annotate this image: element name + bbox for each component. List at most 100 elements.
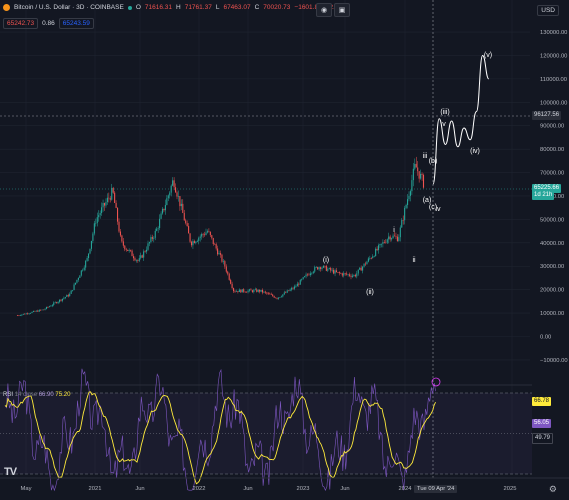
time-axis[interactable]: May 2021 Jun 2022 Jun 2023 Jun 2024 2025 (0, 477, 569, 492)
candle-body (179, 196, 181, 207)
wave-label: (i) (323, 257, 329, 264)
candle-body (388, 236, 390, 240)
candle-body (328, 267, 330, 269)
candle-body (272, 294, 274, 297)
candle-body (314, 267, 316, 272)
sell-price-button[interactable]: 65242.73 (3, 18, 39, 29)
price-tick-label: 100000.00 (540, 100, 567, 106)
candle-body (250, 289, 252, 291)
candle-body (340, 273, 342, 274)
candle-body (305, 274, 307, 277)
candle-body (80, 270, 82, 276)
price-tick-label: 130000.00 (540, 30, 567, 36)
candle-body (117, 207, 119, 222)
candle-body (103, 203, 106, 206)
rsi-ma-value: 75.20 (55, 392, 71, 398)
price-axis[interactable]: 130000.00 120000.00 110000.00 100000.00 9000… (532, 0, 569, 500)
eye-icon[interactable]: ◉ (316, 3, 332, 17)
candle-body (337, 272, 339, 273)
time-tick-label: 2023 (297, 486, 310, 492)
candle-body (327, 268, 329, 271)
candle-body (172, 180, 174, 186)
candle-body (405, 204, 407, 208)
candle-body (292, 288, 294, 289)
candle-body (138, 258, 140, 261)
time-tick-label: 2024 (399, 486, 413, 492)
candle-body (311, 272, 313, 274)
candle-body (372, 256, 374, 259)
candle-body (335, 270, 338, 273)
high-label: H (176, 4, 181, 11)
candle-body (204, 234, 206, 236)
low-label: L (215, 4, 220, 11)
time-tick-label: 2025 (504, 486, 517, 492)
candle-body (25, 313, 27, 315)
wave-label: i (393, 227, 395, 234)
candle-body (153, 237, 155, 239)
candle-body (90, 240, 93, 249)
candle-body (366, 261, 368, 265)
candle-body (98, 215, 100, 218)
candle-body (189, 233, 191, 242)
symbol-title[interactable]: Bitcoin / U.S. Dollar · 3D · COINBASE (14, 4, 124, 11)
candle-body (244, 291, 246, 293)
tradingview-logo[interactable]: TV (4, 466, 17, 478)
candle-body (83, 267, 85, 270)
candle-body (248, 289, 251, 291)
candle-body (114, 192, 116, 203)
buy-price-button[interactable]: 65243.59 (58, 18, 94, 29)
candle-body (51, 305, 53, 306)
candle-body (325, 265, 327, 271)
candle-body (193, 241, 195, 244)
candle-body (398, 237, 400, 242)
candle-body (121, 235, 123, 242)
open-value: 71616.31 (144, 4, 172, 11)
wave-label: ii (412, 257, 416, 264)
close-value: 70020.73 (263, 4, 291, 11)
candle-body (346, 273, 348, 275)
rsi-ma-tag: 66.78 (532, 397, 552, 406)
price-tick-label: 40000.00 (540, 241, 564, 247)
candle-body (143, 251, 145, 258)
candle-body (56, 302, 58, 304)
rsi-params: 14 close (14, 392, 38, 398)
currency-selector[interactable]: USD (537, 5, 559, 16)
candle-body (383, 242, 385, 243)
candle-body (166, 198, 168, 206)
candle-body (32, 311, 35, 312)
candle-body (89, 248, 91, 254)
candle-body (395, 236, 397, 237)
candle-body (304, 276, 306, 278)
candle-body (289, 289, 291, 291)
candle-body (130, 249, 132, 251)
image-icon[interactable]: ▣ (334, 3, 350, 17)
candle-body (40, 309, 42, 311)
candle-body (79, 275, 81, 278)
candle-body (135, 260, 137, 261)
candle-body (420, 173, 422, 179)
candle-body (28, 313, 30, 315)
candle-body (396, 236, 398, 242)
wave-label: (ii) (366, 289, 374, 296)
candle-body (67, 294, 69, 297)
candle-body (146, 249, 148, 252)
candle-body (392, 235, 394, 239)
candle-body (209, 231, 211, 236)
candle-body (112, 187, 114, 193)
chart-toolbar: ◉ ▣ (316, 3, 350, 17)
candle-body (267, 293, 269, 295)
candle-body (109, 198, 111, 200)
price-axis-bg (532, 0, 569, 500)
candle-body (159, 218, 161, 228)
candle-body (16, 315, 19, 317)
candle-body (315, 267, 317, 268)
candle-body (221, 254, 223, 262)
grid (0, 0, 530, 475)
candle-body (115, 202, 117, 208)
price-tick-label: 70000.00 (540, 171, 564, 177)
gear-icon[interactable]: ⚙ (548, 484, 557, 494)
candle-body (262, 289, 264, 293)
candle-body (369, 258, 371, 259)
candle-body (54, 302, 56, 303)
